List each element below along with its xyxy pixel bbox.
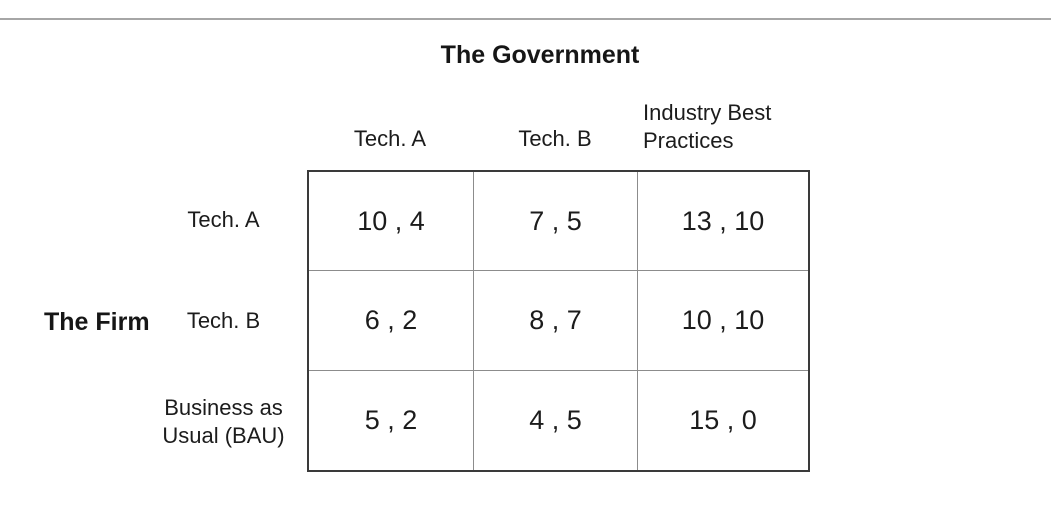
column-headers: Tech. A Tech. B Industry Best Practices — [307, 84, 810, 170]
row-header-bau: Business as Usual (BAU) — [162, 394, 285, 448]
payoff-cell-r1-c3: 13 , 10 — [638, 172, 808, 272]
column-player-title: The Government — [440, 41, 640, 69]
column-header-tech-b: Tech. B — [518, 126, 592, 151]
payoff-cell-r2-c2: 8 , 7 — [474, 271, 638, 371]
row-headers: Tech. A Tech. B Business as Usual (BAU) — [140, 170, 307, 472]
payoff-cell-r1-c1: 10 , 4 — [309, 172, 474, 272]
row-player-title: The Firm — [44, 308, 150, 336]
row-header-tech-b: Tech. B — [186, 307, 261, 333]
payoff-table: 10 , 4 7 , 5 13 , 10 6 , 2 8 , 7 10 , 10… — [307, 170, 810, 472]
payoff-cell-r3-c2: 4 , 5 — [474, 370, 638, 470]
column-header-industry-best-practices: Industry Best Practices — [643, 100, 772, 153]
payoff-cell-r3-c3: 15 , 0 — [689, 404, 757, 435]
payoff-cell-r3-c1: 5 , 2 — [309, 370, 474, 470]
column-header-tech-a: Tech. A — [353, 126, 427, 151]
payoff-cell-r1-c2: 7 , 5 — [474, 172, 638, 272]
payoff-cell-r2-c3: 10 , 10 — [638, 271, 808, 371]
row-header-tech-a: Tech. A — [187, 207, 260, 233]
top-divider-line — [0, 18, 1051, 20]
payoff-cell-r2-c1: 6 , 2 — [309, 271, 474, 371]
